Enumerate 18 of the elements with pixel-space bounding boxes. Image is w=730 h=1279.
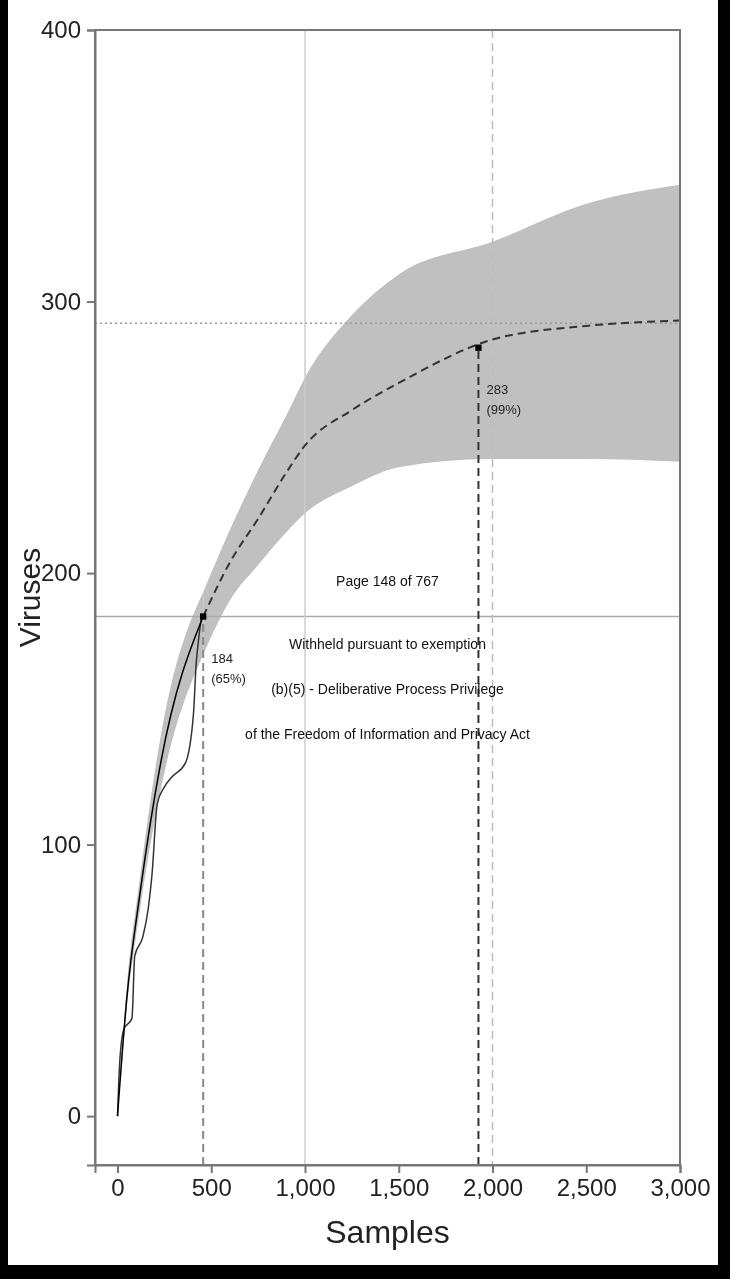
annotation: Page 148 of 767 xyxy=(336,573,440,590)
x-tick-label: 2,000 xyxy=(462,1174,524,1202)
x-tick-label: 3,000 xyxy=(650,1174,711,1202)
annotation: of the Freedom of Information and Privacy Act xyxy=(245,726,531,743)
annotation: Withheld pursuant to exemption xyxy=(289,635,486,652)
y-tick-label: 300 xyxy=(40,287,81,315)
y-tick-label: 0 xyxy=(67,1102,81,1130)
x-tick-label: 1,000 xyxy=(275,1174,336,1202)
x-axis-title: Samples xyxy=(325,1214,450,1250)
annotation: 283 (99%) xyxy=(486,381,522,417)
x-tick-label: 2,500 xyxy=(556,1174,617,1202)
x-tick-label: 0 xyxy=(111,1174,125,1202)
x-tick-label: 500 xyxy=(191,1174,232,1202)
x-tick-label: 1,500 xyxy=(369,1174,430,1202)
annotation: (b)(5) - Deliberative Process Privilege xyxy=(271,680,505,697)
y-tick-label: 400 xyxy=(40,16,81,44)
y-tick-label: 100 xyxy=(40,830,81,858)
annotation: 184 (65%) xyxy=(211,650,246,686)
